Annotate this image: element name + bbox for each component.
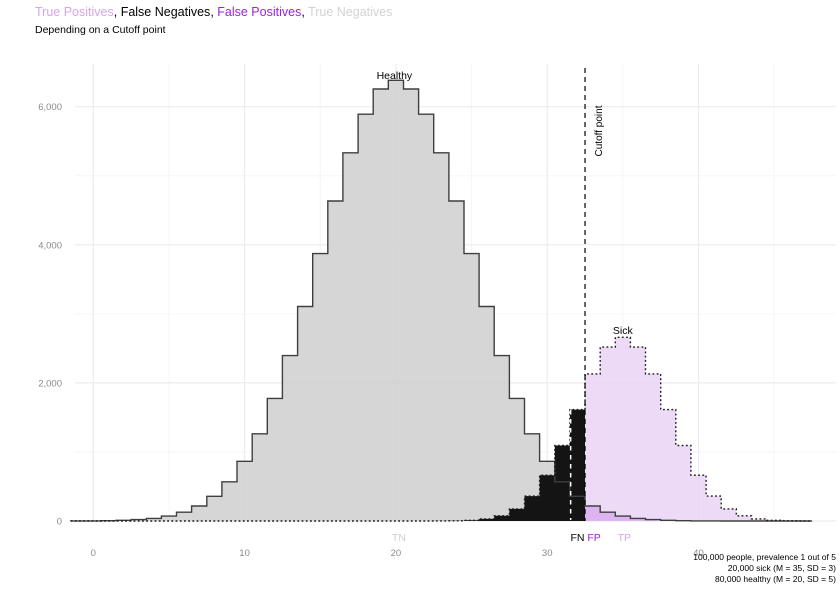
chart-title: True Positives, False Negatives, False P… <box>35 5 392 19</box>
chart-subtitle: Depending on a Cutoff point <box>35 24 166 36</box>
x-axis-tick-label: 0 <box>91 548 96 559</box>
region-label-tn: TN <box>392 532 406 544</box>
y-axis-tick-label: 4,000 <box>38 240 62 251</box>
title-segment-4: False Positives <box>217 5 302 19</box>
fn-area <box>70 409 586 521</box>
caption-line-3: 80,000 healthy (M = 20, SD = 5) <box>715 574 836 584</box>
tp-area <box>585 337 812 521</box>
title-segment-2: False Negatives <box>120 5 211 19</box>
chart-caption: 100,000 people, prevalence 1 out of 5 20… <box>693 552 836 585</box>
y-axis-tick-label: 6,000 <box>38 102 62 113</box>
tn-area <box>70 80 586 522</box>
x-axis-tick-label: 30 <box>542 548 553 559</box>
region-label-fp: FP <box>587 532 600 544</box>
healthy-outline <box>69 79 812 522</box>
title-segment-5: , <box>301 5 309 19</box>
annotation-healthy: Healthy <box>377 70 413 82</box>
y-axis-tick-label: 0 <box>57 517 62 528</box>
x-axis-tick-label: 40 <box>693 548 704 559</box>
title-segment-3: , <box>210 5 218 19</box>
sick-outline <box>70 336 813 522</box>
annotation-sick: Sick <box>613 325 634 337</box>
title-segment-6: True Negatives <box>308 5 393 19</box>
region-label-fn: FN <box>570 532 584 544</box>
x-axis-tick-label: 20 <box>391 548 402 559</box>
y-axis-tick-label: 2,000 <box>38 378 62 389</box>
region-label-tp: TP <box>618 532 631 544</box>
caption-line-2: 20,000 sick (M = 35, SD = 3) <box>727 563 836 573</box>
x-axis-tick-label: 10 <box>239 548 250 559</box>
caption-line-1: 100,000 people, prevalence 1 out of 5 <box>693 552 836 562</box>
cutoff-point-label: Cutoff point <box>594 105 605 156</box>
title-segment-0: True Positives <box>35 5 114 19</box>
title-segment-1: , <box>113 5 121 19</box>
